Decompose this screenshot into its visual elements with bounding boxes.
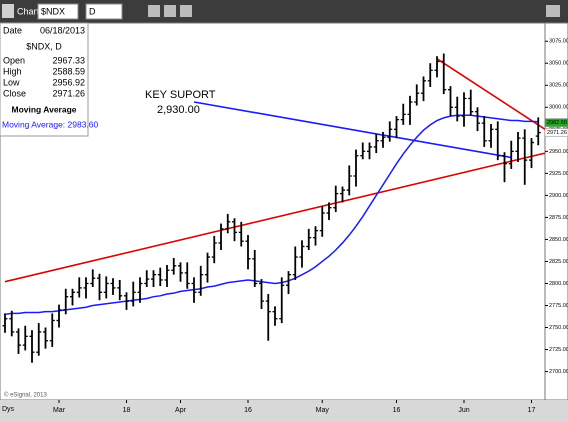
info-symbol: $NDX, D xyxy=(26,41,62,51)
y-tick-label: 2700.00 xyxy=(549,369,568,375)
x-tick-label: May xyxy=(316,407,330,414)
info-date-label: Date xyxy=(3,25,22,35)
price-tag-label: 2982.60 xyxy=(547,120,567,126)
x-tick-label: Jun xyxy=(458,407,469,414)
y-tick-label: 2850.00 xyxy=(549,237,568,243)
y-tick-label: 2800.00 xyxy=(549,281,568,287)
info-label: Open xyxy=(3,55,25,65)
x-tick-label: 16 xyxy=(393,407,401,414)
info-label: Low xyxy=(3,77,20,87)
annotation-value: 2,930.00 xyxy=(157,104,200,116)
moving-average xyxy=(4,114,539,316)
y-tick-label: 2750.00 xyxy=(549,325,568,331)
y-tick-label: 2950.00 xyxy=(549,149,568,155)
y-tick-label: 2725.00 xyxy=(549,347,568,353)
x-tick-label: Apr xyxy=(175,407,187,414)
y-tick-label: 3050.00 xyxy=(549,61,568,67)
toolbar xyxy=(0,0,568,23)
trend-line xyxy=(193,101,512,159)
symbol-input[interactable]: $NDX xyxy=(41,6,65,16)
info-label: High xyxy=(3,66,22,76)
symbol-box[interactable] xyxy=(37,3,79,20)
info-study-value: Moving Average: 2983.60 xyxy=(2,119,99,129)
interval-box[interactable] xyxy=(85,3,123,20)
y-tick-label: 2875.00 xyxy=(549,215,568,221)
x-tick-label: Mar xyxy=(53,407,66,414)
y-tick-label: 2900.00 xyxy=(549,193,568,199)
window-button[interactable] xyxy=(546,5,560,17)
info-panel xyxy=(0,22,89,137)
info-value: 2956.92 xyxy=(52,77,85,87)
info-study: Moving Average xyxy=(11,104,76,114)
info-value: 2588.59 xyxy=(52,66,85,76)
time-axis xyxy=(0,400,568,422)
plot-area xyxy=(0,22,546,401)
price-tag-label: 2971.26 xyxy=(547,130,567,136)
y-tick-label: 2925.00 xyxy=(549,171,568,177)
period-label: Dys xyxy=(2,406,15,413)
info-label: Close xyxy=(3,88,26,98)
y-tick-label: 3000.00 xyxy=(549,105,568,111)
tool-button[interactable] xyxy=(180,5,192,17)
info-value: 2967.33 xyxy=(52,55,85,65)
interval-input[interactable]: D xyxy=(89,6,96,16)
tool-button[interactable] xyxy=(164,5,176,17)
x-tick-label: 17 xyxy=(528,407,536,414)
price-tag xyxy=(544,128,568,137)
y-tick-label: 3025.00 xyxy=(549,83,568,89)
trend-line xyxy=(436,58,546,130)
x-tick-label: 18 xyxy=(123,407,131,414)
info-date: 06/18/2013 xyxy=(40,25,85,35)
tab-label[interactable]: Chart xyxy=(17,6,40,16)
copyright: © eSignal, 2013 xyxy=(4,392,47,399)
y-tick-label: 2825.00 xyxy=(549,259,568,265)
tool-button[interactable] xyxy=(148,5,160,17)
price-tag xyxy=(544,118,568,127)
y-tick-label: 2775.00 xyxy=(549,303,568,309)
x-tick-label: 16 xyxy=(244,407,252,414)
chart-icon xyxy=(2,4,14,18)
y-tick-label: 3075.00 xyxy=(549,39,568,45)
annotation: KEY SUPORT xyxy=(145,89,216,101)
price-axis xyxy=(544,22,568,401)
info-value: 2971.26 xyxy=(52,88,85,98)
trend-line xyxy=(4,152,546,283)
